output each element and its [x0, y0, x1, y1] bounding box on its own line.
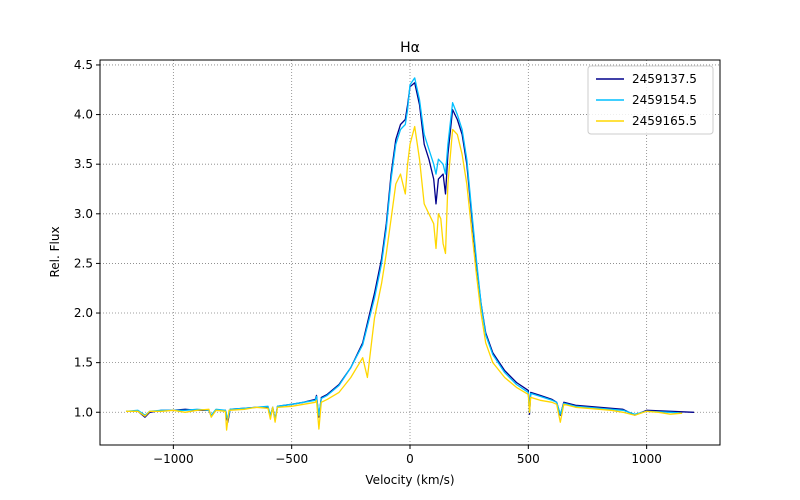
y-tick-label: 1.0 [74, 405, 93, 419]
legend-box [587, 65, 714, 135]
legend-label: 2459165.5 [632, 114, 697, 128]
y-tick-label: 1.5 [74, 356, 93, 370]
y-tick-label: 3.0 [74, 207, 93, 221]
y-tick-label: 2.0 [74, 306, 93, 320]
x-tick-label: 1000 [631, 452, 662, 466]
series-line-2459154.5 [125, 77, 683, 420]
legend-label: 2459154.5 [632, 93, 697, 107]
y-tick-label: 4.5 [74, 58, 93, 72]
legend-label: 2459137.5 [632, 72, 697, 86]
x-tick-label: 0 [406, 452, 414, 466]
x-tick-label: −500 [275, 452, 308, 466]
y-axis: 1.0 1.5 2.0 2.5 3.0 3.5 4.0 4.5 [74, 58, 100, 419]
y-axis-label: Rel. Flux [48, 226, 62, 277]
chart-title: Hα [400, 40, 420, 56]
series-layer [125, 77, 695, 431]
x-tick-label: −1000 [153, 452, 194, 466]
x-tick-label: 500 [517, 452, 540, 466]
y-tick-label: 2.5 [74, 256, 93, 270]
y-tick-label: 4.0 [74, 108, 93, 122]
y-tick-label: 3.5 [74, 157, 93, 171]
x-axis-label: Velocity (km/s) [365, 473, 454, 487]
x-axis: −1000 −500 0 500 1000 [153, 445, 662, 466]
legend: 2459137.5 2459154.5 2459165.5 [587, 65, 714, 135]
series-line-2459165.5 [126, 125, 683, 431]
grid [100, 60, 720, 445]
